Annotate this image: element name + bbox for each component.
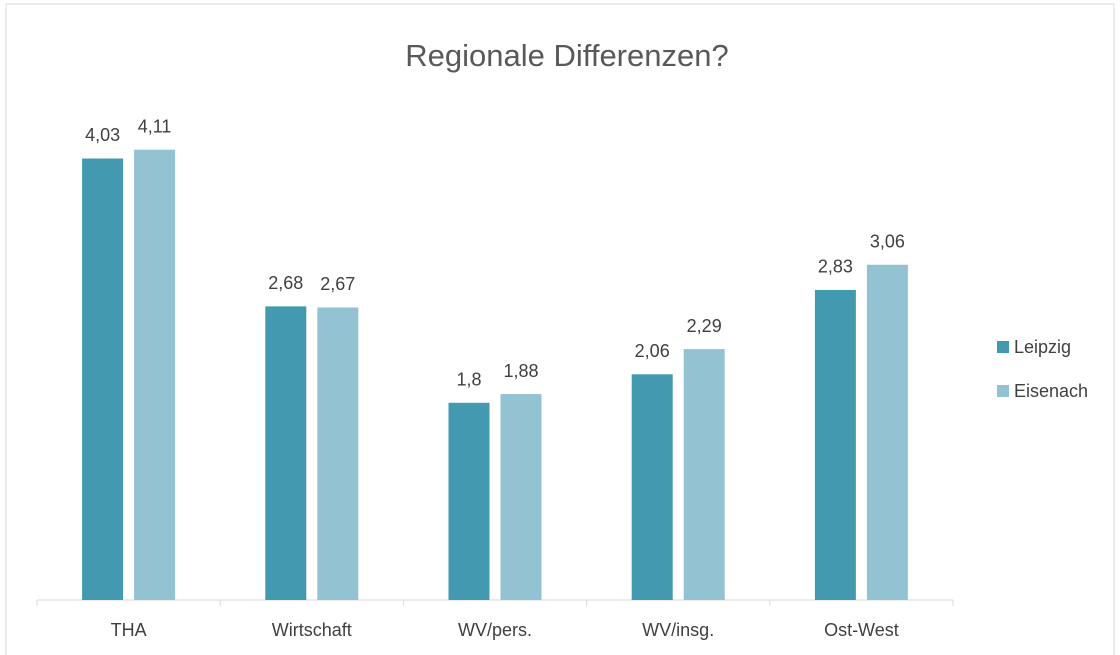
legend-swatch bbox=[997, 385, 1009, 397]
bar bbox=[448, 402, 490, 600]
legend-label: Leipzig bbox=[1014, 337, 1071, 357]
data-label: 4,03 bbox=[85, 125, 120, 145]
legend-label: Eisenach bbox=[1014, 381, 1088, 401]
data-label: 1,88 bbox=[503, 361, 538, 381]
data-label: 2,06 bbox=[635, 341, 670, 361]
chart-frame bbox=[5, 3, 1115, 655]
data-label: 2,29 bbox=[687, 316, 722, 336]
x-tick-label: WV/pers. bbox=[458, 620, 532, 640]
x-tick-label: THA bbox=[111, 620, 147, 640]
legend-swatch bbox=[997, 341, 1009, 353]
data-label: 1,8 bbox=[456, 370, 481, 390]
bar bbox=[265, 306, 307, 600]
x-tick-label: Wirtschaft bbox=[272, 620, 352, 640]
bar bbox=[134, 149, 176, 600]
bar bbox=[631, 374, 673, 600]
data-label: 3,06 bbox=[870, 232, 905, 252]
data-label: 4,11 bbox=[138, 116, 172, 136]
data-label: 2,83 bbox=[818, 257, 853, 277]
bar bbox=[500, 394, 542, 600]
x-tick-label: Ost-West bbox=[824, 620, 899, 640]
x-tick-label: WV/insg. bbox=[642, 620, 714, 640]
data-label: 2,68 bbox=[268, 273, 303, 293]
bar bbox=[683, 349, 725, 600]
chart-title: Regionale Differenzen? bbox=[405, 38, 728, 73]
bar bbox=[317, 307, 359, 600]
data-label: 2,67 bbox=[320, 274, 355, 294]
bar bbox=[814, 289, 856, 600]
bar bbox=[82, 158, 124, 601]
bar bbox=[866, 264, 908, 600]
